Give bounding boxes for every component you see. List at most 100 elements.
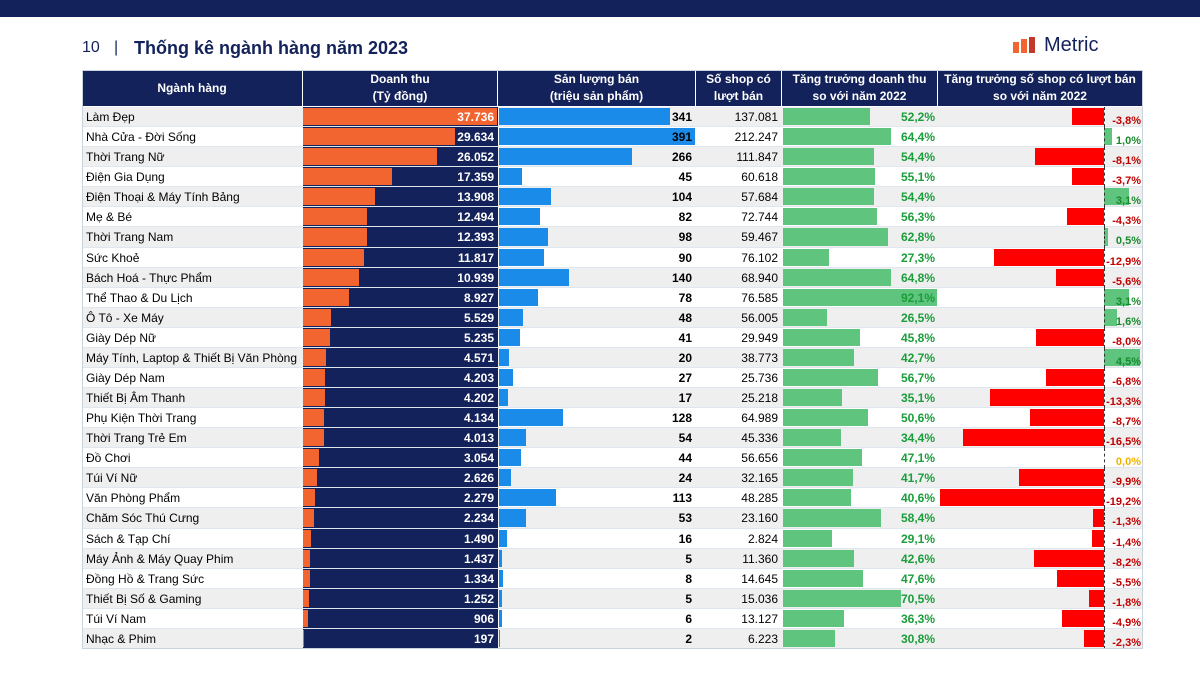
revenue-cell-bg <box>303 528 498 548</box>
shop-growth-label: -19,2% <box>1106 496 1141 509</box>
revenue-cell-bg <box>303 347 498 367</box>
shop-growth-label: -5,6% <box>1112 275 1141 288</box>
growth-bar <box>783 549 855 567</box>
shop-growth-label: -12,9% <box>1106 255 1141 268</box>
revenue-bar <box>303 188 375 206</box>
sales-bar <box>499 449 522 467</box>
revenue-label: 4.013 <box>463 431 494 446</box>
sales-label: 54 <box>678 431 692 446</box>
growth-bar <box>783 108 871 126</box>
shops-label: 2.824 <box>747 531 778 546</box>
sales-label: 8 <box>685 571 692 586</box>
sales-bar <box>499 328 520 346</box>
revenue-label: 1.490 <box>463 531 494 546</box>
category-name: Thiết Bị Số & Gaming <box>86 591 202 606</box>
sales-label: 24 <box>678 471 692 486</box>
category-name: Phụ Kiện Thời Trang <box>86 411 197 426</box>
growth-label: 70,5% <box>900 591 935 606</box>
shop-growth-label: -6,8% <box>1112 375 1141 388</box>
zero-line <box>1104 628 1105 649</box>
shop-growth-label: -3,7% <box>1112 175 1141 188</box>
shop-growth-label: -8,1% <box>1112 155 1141 168</box>
header-line: (triệu sản phẩm) <box>549 89 644 103</box>
revenue-bar <box>303 268 360 286</box>
zero-line <box>1104 408 1105 429</box>
shop-growth-bar <box>1034 148 1104 166</box>
shops-label: 59.467 <box>741 230 778 245</box>
shop-growth-label: 3,1% <box>1115 195 1141 208</box>
growth-bar <box>783 328 860 346</box>
growth-label: 56,3% <box>900 210 935 225</box>
growth-bar <box>783 389 842 407</box>
shop-growth-bar <box>1056 268 1104 286</box>
shop-growth-label: -4,9% <box>1112 616 1141 629</box>
shop-growth-bar <box>1104 348 1140 366</box>
sales-bar <box>499 569 503 587</box>
zero-line <box>1104 327 1105 348</box>
header-line: Tăng trưởng doanh thu <box>792 72 927 86</box>
row-bg <box>82 167 1143 188</box>
header-line: Tăng trưởng số shop có lượt bán <box>944 72 1136 86</box>
shop-growth-bar <box>1029 409 1104 427</box>
shops-label: 11.360 <box>742 551 778 566</box>
shops-label: 76.102 <box>741 250 778 265</box>
category-name: Điện Gia Dụng <box>86 170 165 185</box>
revenue-label: 13.908 <box>457 190 494 205</box>
zero-line <box>1104 588 1105 609</box>
zero-line <box>1104 508 1105 529</box>
header-line: so với năm 2022 <box>812 89 907 103</box>
sales-label: 82 <box>678 210 692 225</box>
revenue-bar <box>303 429 324 447</box>
sales-bar <box>499 228 549 246</box>
shops-label: 68.940 <box>741 270 778 285</box>
growth-label: 42,7% <box>900 350 935 365</box>
shop-growth-label: 1,0% <box>1115 135 1141 148</box>
shop-growth-label: -8,0% <box>1112 335 1141 348</box>
row-bg <box>82 388 1143 409</box>
category-name: Thời Trang Nữ <box>86 150 165 165</box>
revenue-label: 4.202 <box>463 391 494 406</box>
growth-label: 54,4% <box>900 190 935 205</box>
revenue-label: 3.054 <box>463 451 494 466</box>
header-line: so với năm 2022 <box>993 89 1087 103</box>
growth-label: 58,4% <box>900 511 935 526</box>
revenue-bar <box>303 368 325 387</box>
growth-bar <box>783 629 835 647</box>
header-line: Doanh thu <box>370 72 430 86</box>
revenue-label: 37.736 <box>457 110 494 124</box>
revenue-label: 17.359 <box>457 170 494 185</box>
shop-growth-label: -8,7% <box>1112 416 1141 429</box>
sales-label: 44 <box>678 451 692 466</box>
growth-label: 30,8% <box>900 631 935 646</box>
header-line: Số shop có <box>706 72 771 86</box>
revenue-cell-bg <box>303 508 498 528</box>
zero-line <box>1104 147 1105 168</box>
revenue-cell-bg <box>303 307 498 327</box>
shop-growth-label: 3,1% <box>1115 295 1141 308</box>
row-bg <box>82 508 1143 529</box>
shop-growth-bar <box>1057 569 1104 587</box>
zero-line <box>1104 127 1105 148</box>
row-bg <box>82 187 1143 208</box>
growth-label: 54,4% <box>900 150 935 165</box>
growth-bar <box>783 368 878 387</box>
revenue-label: 5.529 <box>463 310 494 325</box>
logo: Metric <box>1044 34 1099 56</box>
header-line: Ngành hàng <box>157 80 227 95</box>
zero-line <box>1104 548 1105 569</box>
revenue-bar <box>303 248 364 266</box>
revenue-bar <box>303 469 317 487</box>
category-name: Mẹ & Bé <box>86 210 133 225</box>
category-name: Thiết Bị Âm Thanh <box>86 391 186 406</box>
revenue-label: 906 <box>473 611 494 626</box>
top-bar <box>0 0 1200 17</box>
revenue-label: 1.437 <box>463 551 494 566</box>
growth-bar <box>783 188 874 206</box>
revenue-bar <box>303 489 315 507</box>
column-header: Doanh thu (Tỷ đồng) <box>303 70 498 106</box>
header-line: lượt bán <box>713 89 764 103</box>
sales-bar <box>499 188 552 206</box>
revenue-bar <box>303 128 456 146</box>
revenue-bar <box>303 308 332 326</box>
zero-line <box>1104 488 1105 509</box>
